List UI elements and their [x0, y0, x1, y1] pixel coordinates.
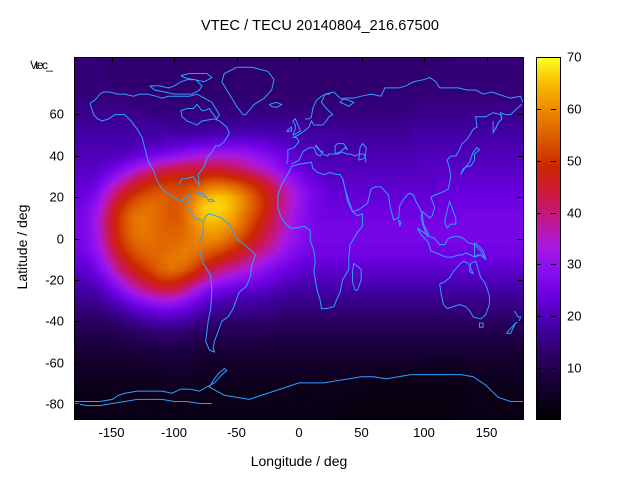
y-tick-mark	[74, 404, 80, 406]
x-tick-label: -50	[227, 425, 246, 440]
colorbar-tick-mark	[551, 264, 556, 266]
x-tick-mark	[424, 57, 425, 63]
x-tick-mark	[299, 57, 300, 63]
y-tick-label: -20	[45, 272, 64, 288]
y-tick-mark	[74, 279, 80, 281]
colorbar-tick-label: 10	[567, 360, 582, 376]
x-tick-mark	[424, 414, 425, 420]
y-tick-label: 40	[49, 148, 64, 164]
y-tick-mark	[74, 155, 80, 157]
y-tick-label: -80	[45, 396, 64, 412]
y-tick-mark	[517, 279, 523, 281]
x-tick-mark	[174, 414, 175, 420]
y-tick-label: 20	[49, 189, 64, 205]
x-tick-mark	[236, 414, 238, 420]
colorbar-tick-label: 60	[567, 101, 582, 117]
colorbar-tick-mark	[551, 316, 556, 318]
y-tick-mark	[517, 238, 523, 240]
y-tick-label: 60	[49, 106, 64, 122]
x-tick-label: 100	[413, 425, 435, 440]
colorbar	[536, 57, 561, 420]
y-tick-mark	[74, 114, 80, 116]
plot-area	[74, 57, 524, 420]
y-tick-mark	[74, 321, 80, 323]
x-axis-label: Longitude / deg	[250, 453, 348, 469]
colorbar-tick-mark	[551, 368, 556, 370]
y-tick-mark	[74, 238, 80, 240]
colorbar-tick-label: 30	[567, 256, 582, 272]
coastline-overlay	[75, 58, 523, 419]
colorbar-tick-label: 20	[567, 308, 582, 324]
figure-title: VTEC / TECU 20140804_216.67500	[200, 18, 440, 34]
y-tick-mark	[517, 321, 523, 323]
x-tick-mark	[236, 57, 238, 63]
colorbar-tick-label: 70	[567, 49, 582, 65]
x-tick-mark	[111, 414, 113, 420]
colorbar-tick-mark	[536, 57, 541, 58]
y-axis-label: Latitude / deg	[14, 204, 30, 290]
x-tick-mark	[111, 57, 113, 63]
colorbar-tick-label: 50	[567, 153, 582, 169]
y-tick-mark	[517, 155, 523, 157]
x-tick-mark	[486, 57, 488, 63]
colorbar-tick-mark	[536, 212, 541, 214]
x-tick-mark	[361, 57, 363, 63]
y-tick-mark	[517, 197, 523, 198]
colorbar-gradient	[537, 58, 560, 419]
colorbar-tick-mark	[536, 108, 541, 110]
colorbar-tick-mark	[536, 316, 541, 318]
colorbar-tick-mark	[551, 108, 556, 110]
colorbar-tick-mark	[536, 368, 541, 370]
y-tick-mark	[517, 114, 523, 116]
y-tick-label: -40	[45, 313, 64, 329]
x-tick-label: 0	[295, 425, 303, 440]
y-tick-mark	[74, 362, 80, 364]
x-tick-mark	[361, 414, 363, 420]
colorbar-tick-mark	[551, 212, 556, 214]
y-tick-label: -60	[45, 355, 64, 371]
y-tick-mark	[517, 404, 523, 406]
x-tick-label: 150	[475, 425, 498, 440]
colorbar-tick-mark	[536, 264, 541, 266]
colorbar-tick-label: 40	[567, 205, 582, 221]
y-tick-label: 0	[56, 231, 64, 246]
colorbar-tick-mark	[536, 160, 541, 162]
x-tick-mark	[174, 57, 175, 63]
x-tick-label: -150	[98, 425, 125, 440]
y-tick-mark	[517, 362, 523, 364]
x-tick-label: -100	[160, 425, 188, 440]
plot-key-label: 'vtec_	[30, 58, 53, 72]
x-tick-mark	[486, 414, 488, 420]
x-tick-label: 50	[354, 425, 369, 440]
y-tick-mark	[74, 197, 80, 198]
colorbar-tick-mark	[551, 160, 556, 162]
colorbar-tick-mark	[551, 57, 556, 58]
x-tick-mark	[299, 414, 300, 420]
